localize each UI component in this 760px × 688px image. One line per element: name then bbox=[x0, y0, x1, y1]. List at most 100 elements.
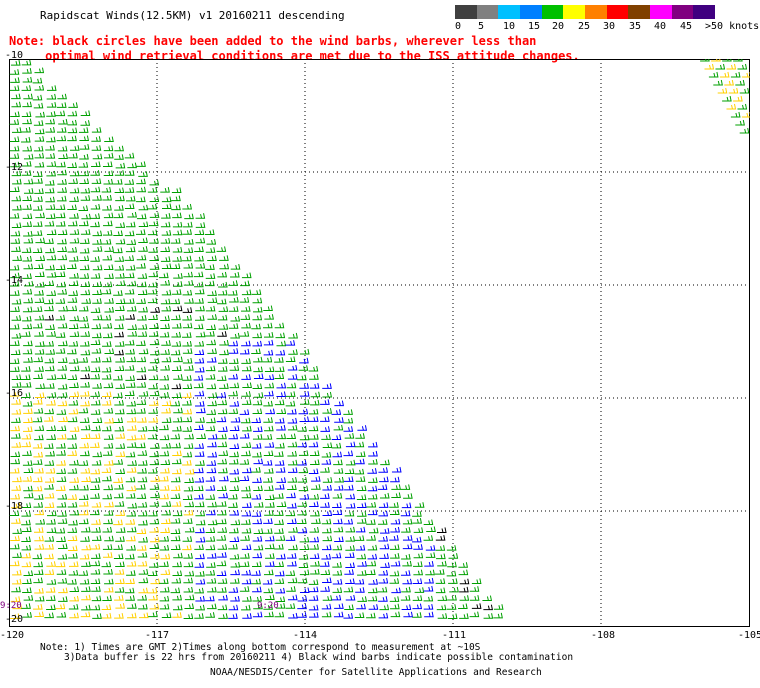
wind-barb bbox=[733, 95, 743, 102]
wind-barb bbox=[413, 527, 424, 533]
wind-barb bbox=[69, 213, 79, 219]
wind-barb bbox=[103, 518, 113, 525]
wind-barb bbox=[367, 485, 378, 492]
wind-barb bbox=[172, 229, 183, 236]
wind-barb bbox=[101, 561, 112, 568]
wind-barb bbox=[275, 349, 286, 356]
wind-barb bbox=[22, 348, 33, 355]
wind-barb bbox=[91, 323, 102, 330]
wind-barb bbox=[275, 417, 285, 424]
wind-barb bbox=[136, 442, 146, 449]
wind-barb bbox=[368, 477, 378, 483]
wind-barb bbox=[401, 586, 411, 593]
wind-barb bbox=[171, 340, 182, 347]
wind-barb bbox=[90, 493, 100, 499]
wind-barb bbox=[23, 237, 34, 244]
wind-barb bbox=[137, 560, 148, 567]
scale-swatch bbox=[563, 5, 586, 19]
wind-barb bbox=[263, 339, 274, 346]
wind-barb bbox=[390, 560, 401, 567]
wind-barb bbox=[103, 220, 113, 227]
wind-barb bbox=[92, 238, 102, 245]
wind-barb bbox=[149, 264, 160, 270]
wind-barb bbox=[217, 458, 228, 465]
wind-barb bbox=[33, 178, 43, 184]
wind-barb bbox=[23, 485, 33, 492]
wind-barb bbox=[159, 595, 170, 602]
wind-barb bbox=[69, 237, 80, 244]
wind-barb bbox=[263, 587, 274, 594]
wind-barb bbox=[389, 578, 400, 584]
wind-barb bbox=[21, 441, 32, 448]
wind-barb bbox=[194, 467, 204, 474]
wind-barb bbox=[182, 392, 192, 398]
wind-barb bbox=[56, 127, 67, 133]
wind-barb bbox=[149, 501, 160, 507]
wind-barb bbox=[345, 502, 356, 509]
wind-barb bbox=[298, 365, 309, 371]
wind-barb bbox=[161, 340, 171, 346]
wind-barb bbox=[345, 536, 356, 542]
wind-barb bbox=[78, 315, 89, 322]
wind-barb bbox=[299, 493, 310, 500]
wind-barb bbox=[170, 544, 181, 550]
wind-barb bbox=[115, 510, 126, 516]
wind-barb bbox=[115, 443, 126, 449]
wind-barb bbox=[252, 477, 262, 483]
wind-barb bbox=[21, 502, 32, 509]
wind-barb bbox=[321, 518, 332, 525]
wind-barb bbox=[182, 426, 193, 432]
wind-barb bbox=[161, 213, 171, 219]
wind-barb bbox=[366, 501, 377, 508]
wind-barb bbox=[309, 383, 320, 389]
wind-barb bbox=[69, 365, 80, 372]
wind-barb bbox=[92, 245, 103, 252]
wind-barb bbox=[90, 213, 101, 219]
wind-barb bbox=[299, 383, 309, 389]
wind-barb bbox=[90, 477, 101, 483]
wind-barb bbox=[23, 492, 34, 499]
wind-barb bbox=[67, 348, 77, 355]
wind-barb bbox=[32, 247, 43, 254]
wind-barb bbox=[160, 569, 171, 575]
wind-barb bbox=[356, 553, 367, 560]
wind-barb bbox=[67, 578, 77, 585]
wind-barb bbox=[56, 468, 67, 474]
wind-barb bbox=[90, 307, 101, 313]
wind-barb bbox=[147, 570, 158, 577]
wind-barb bbox=[320, 493, 330, 499]
wind-barb bbox=[45, 247, 55, 254]
wind-barb bbox=[217, 331, 227, 337]
wind-barb bbox=[711, 59, 721, 62]
wind-barb bbox=[205, 425, 216, 432]
wind-barb bbox=[79, 553, 90, 560]
wind-barb bbox=[170, 517, 181, 524]
wind-barb bbox=[45, 365, 55, 372]
wind-barb bbox=[334, 417, 344, 423]
wind-barb bbox=[45, 382, 55, 389]
wind-barb bbox=[69, 196, 79, 202]
wind-barb bbox=[149, 459, 160, 466]
wind-barb bbox=[34, 392, 45, 398]
wind-barb bbox=[67, 433, 77, 440]
wind-barb bbox=[33, 398, 43, 405]
wind-barb bbox=[55, 603, 66, 610]
wind-barb bbox=[195, 519, 206, 526]
wind-barb bbox=[11, 502, 21, 509]
wind-barb bbox=[44, 416, 54, 422]
wind-barb bbox=[81, 544, 92, 551]
wind-barb bbox=[207, 501, 217, 508]
wind-barb bbox=[101, 238, 112, 245]
wind-barb bbox=[91, 553, 101, 559]
wind-barb bbox=[148, 247, 158, 253]
wind-barb bbox=[276, 340, 287, 347]
wind-barb bbox=[58, 587, 68, 594]
wind-barb bbox=[137, 594, 147, 601]
wind-barb bbox=[58, 416, 68, 422]
wind-barb bbox=[115, 356, 125, 363]
wind-barb bbox=[55, 314, 66, 321]
wind-barb bbox=[172, 256, 182, 262]
wind-barb bbox=[206, 238, 217, 245]
wind-barb bbox=[161, 442, 172, 449]
wind-barb bbox=[113, 459, 124, 465]
